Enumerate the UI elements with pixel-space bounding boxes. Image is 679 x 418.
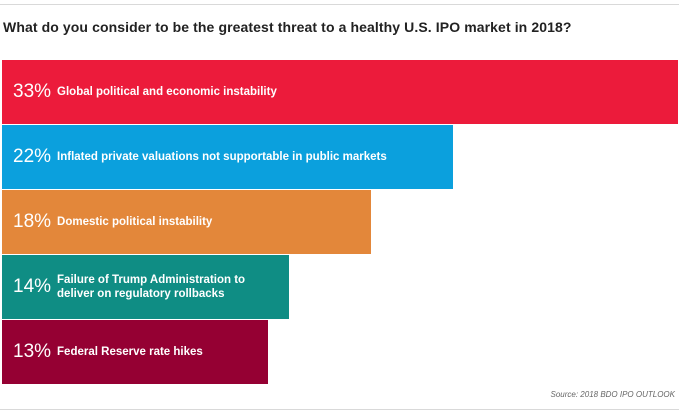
bar-value-label: 18%	[13, 211, 52, 232]
source-note: Source: 2018 BDO IPO OUTLOOK	[550, 390, 676, 399]
bar-value-label: 14%	[13, 276, 52, 297]
bar-category-label: Inflated private valuations not supporta…	[57, 151, 387, 163]
top-divider	[0, 4, 679, 5]
bar-2: 22% Inflated private valuations not suppo…	[2, 125, 453, 189]
bar-5: 13% Federal Reserve rate hikes	[2, 320, 268, 384]
bar-4: 14% Failure of Trump Administration to de…	[2, 255, 289, 319]
bottom-divider	[0, 409, 679, 410]
bar-category-label: Failure of Trump Administration to deliv…	[57, 274, 246, 300]
bar-category-label: Global political and economic instabilit…	[57, 86, 277, 98]
bar-value-label: 22%	[13, 146, 52, 167]
bar-category-label: Federal Reserve rate hikes	[57, 346, 203, 358]
bar-3: 18% Domestic political instability	[2, 190, 371, 254]
bar-1: 33% Global political and economic instabi…	[2, 60, 678, 124]
chart-title: What do you consider to be the greatest …	[3, 19, 572, 35]
bar-value-label: 13%	[13, 341, 52, 362]
bar-value-label: 33%	[13, 81, 52, 102]
bar-category-label: Domestic political instability	[57, 216, 213, 228]
